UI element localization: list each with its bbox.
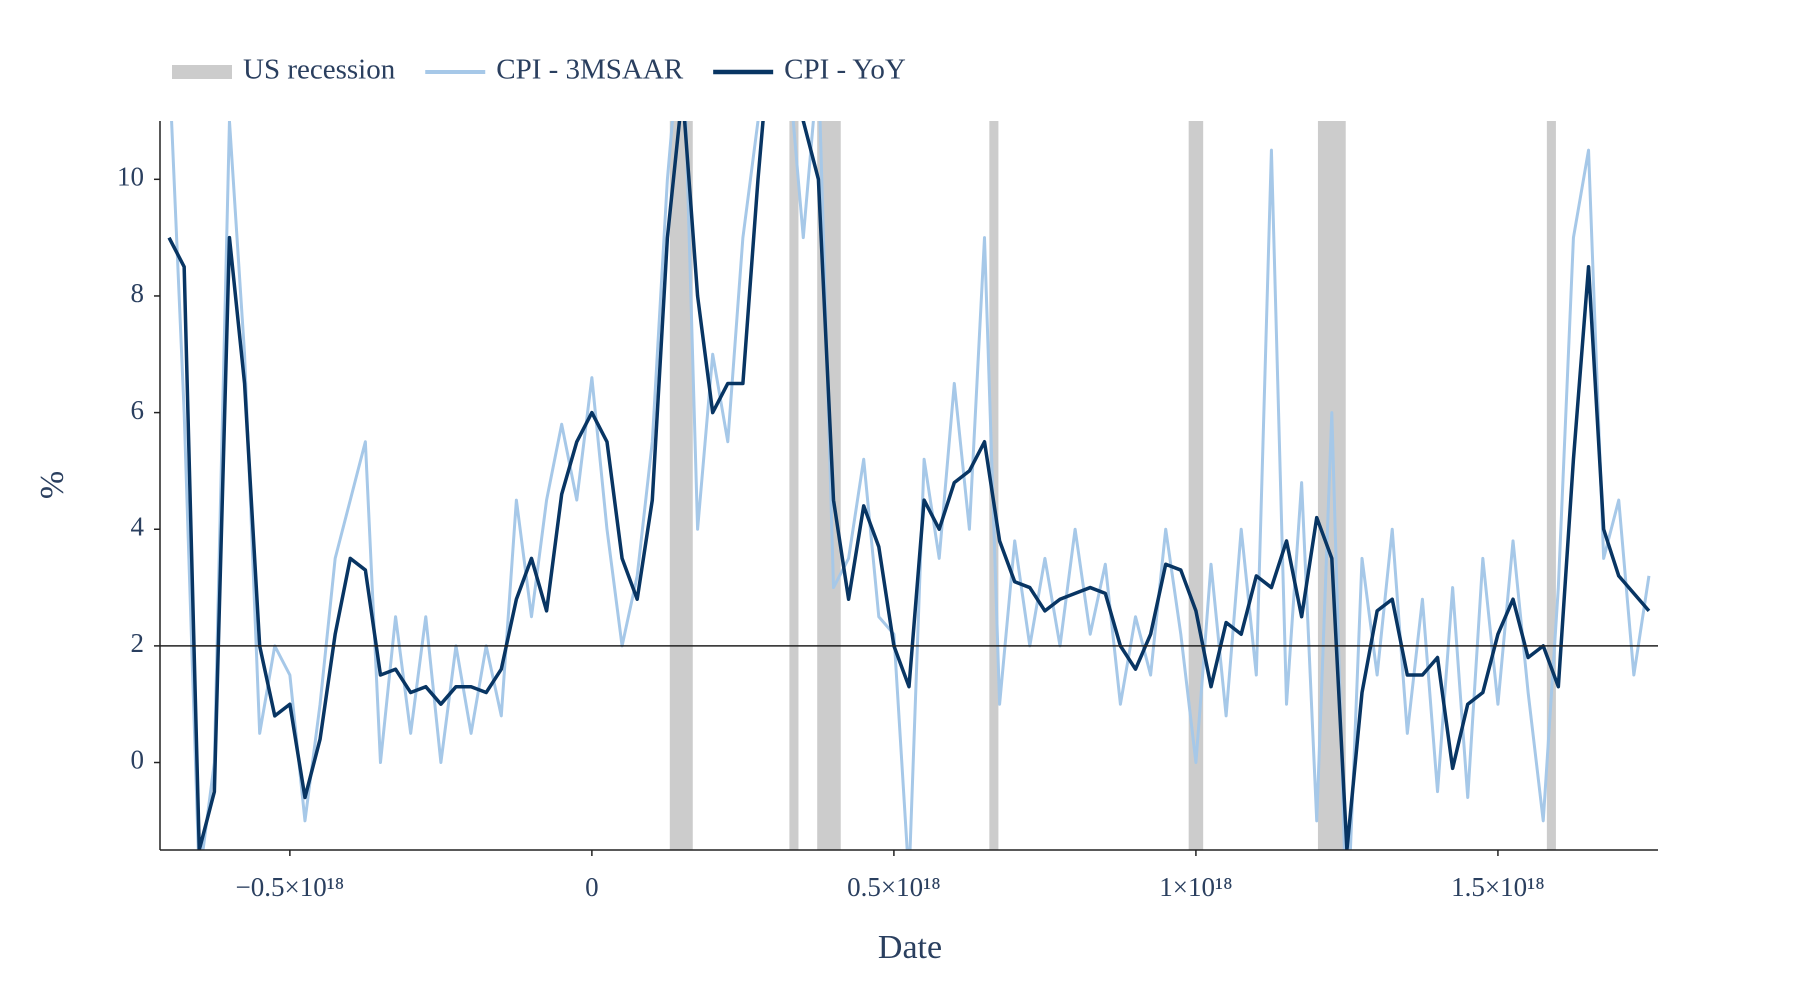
recession-band — [1546, 121, 1556, 850]
legend-label: CPI - YoY — [784, 54, 906, 86]
y-axis-title: % — [34, 471, 71, 499]
y-tick-label: 0 — [131, 745, 145, 775]
x-tick-label: 0.5×10¹⁸ — [847, 872, 941, 902]
x-axis-title: Date — [878, 929, 942, 966]
recession-band — [1188, 121, 1204, 850]
recession-band — [789, 121, 799, 850]
y-tick-label: 6 — [131, 395, 145, 425]
plot-area — [167, 121, 1651, 850]
series-line — [167, 121, 1651, 850]
x-tick-label: 0 — [585, 872, 599, 902]
legend-label: CPI - 3MSAAR — [496, 54, 684, 86]
y-tick-label: 2 — [131, 628, 145, 658]
legend-label: US recession — [243, 54, 396, 86]
y-tick-label: 10 — [117, 162, 144, 192]
recession-band — [669, 121, 693, 850]
x-tick-label: −0.5×10¹⁸ — [236, 872, 345, 902]
series-line — [170, 121, 1651, 850]
y-tick-label: 8 — [131, 278, 145, 308]
x-tick-label: 1.5×10¹⁸ — [1451, 872, 1545, 902]
x-tick-label: 1×10¹⁸ — [1159, 872, 1232, 902]
y-tick-label: 4 — [131, 511, 145, 541]
